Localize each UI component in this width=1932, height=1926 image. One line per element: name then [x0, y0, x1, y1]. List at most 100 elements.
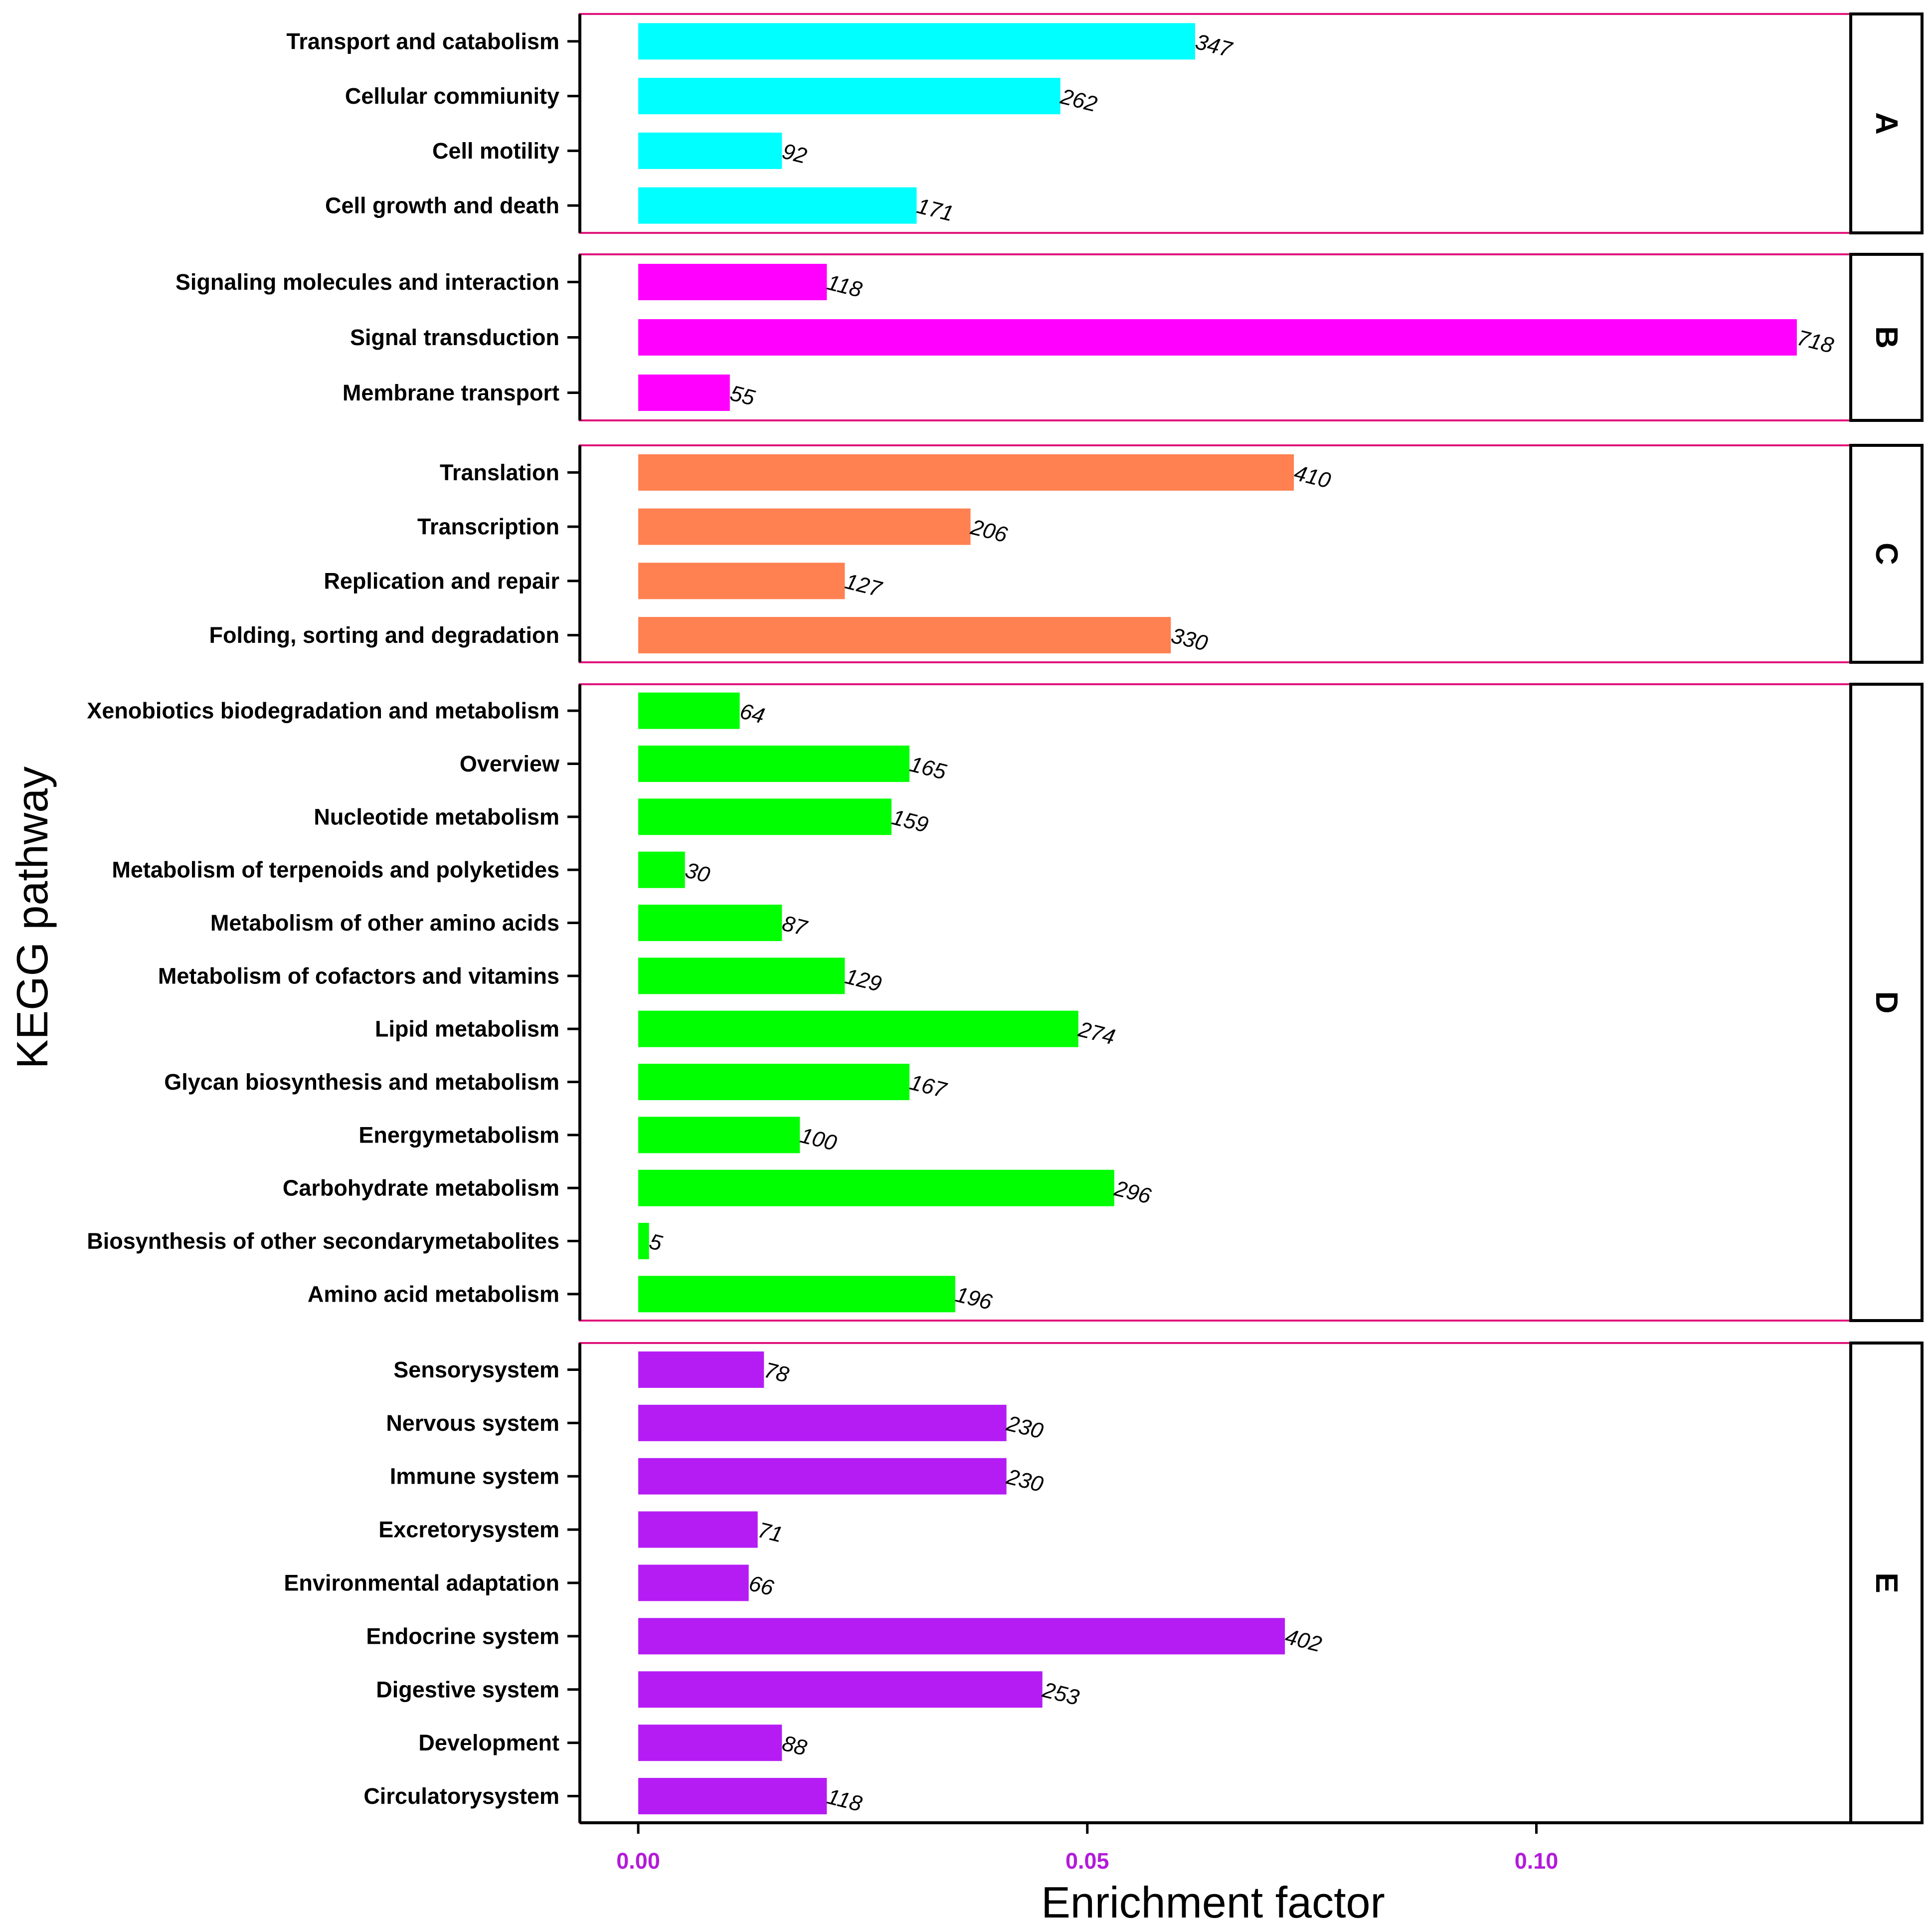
count-label: 55 [727, 381, 757, 411]
x-tick-label: 0.10 [1515, 1848, 1559, 1874]
x-tick-label: 0.00 [616, 1848, 660, 1874]
panel-d: D Xenobiotics biodegradation and metaboli… [87, 683, 1924, 1322]
x-axis-title: Enrichment factor [1041, 1878, 1385, 1926]
count-label: 64 [737, 699, 767, 728]
category-label: Energymetabolism [358, 1122, 559, 1148]
bar [638, 1169, 1114, 1206]
bar [638, 375, 730, 411]
bar [638, 1117, 800, 1154]
category-label: Nervous system [386, 1410, 559, 1436]
category-label: Endocrine system [366, 1623, 559, 1649]
category-label: Biosynthesis of other secondarymetabolit… [87, 1228, 559, 1254]
count-label: 129 [843, 964, 884, 996]
bar [638, 746, 910, 782]
count-label: 206 [968, 515, 1010, 548]
facet-strip [1849, 253, 1924, 422]
facet-strip [1849, 444, 1924, 664]
count-label: 71 [755, 1518, 785, 1547]
count-label: 5 [647, 1229, 665, 1256]
category-label: Replication and repair [324, 568, 559, 593]
bar [638, 1223, 649, 1259]
bar [638, 1725, 782, 1761]
category-label: Sensorysystem [393, 1357, 559, 1382]
bar [638, 905, 782, 941]
category-label: Cell growth and death [325, 193, 559, 218]
bar [638, 692, 740, 729]
facet-strip-label: C [1869, 543, 1904, 565]
x-tick-label: 0.05 [1065, 1848, 1109, 1874]
category-label: Nucleotide metabolism [314, 804, 559, 829]
count-label: 118 [825, 270, 865, 303]
facet-strip-label: E [1869, 1572, 1904, 1593]
category-label: Transport and catabolism [286, 28, 559, 54]
bar [638, 563, 845, 599]
count-label: 118 [825, 1784, 865, 1817]
facet-strip-label: A [1869, 112, 1904, 135]
category-label: Folding, sorting and degradation [209, 622, 559, 648]
bar [638, 798, 892, 835]
category-label: Amino acid metabolism [308, 1281, 559, 1307]
facet-strip [1849, 12, 1924, 234]
count-label: 230 [1004, 1464, 1046, 1497]
bar [638, 23, 1195, 60]
count-label: 330 [1169, 623, 1211, 656]
category-label: Membrane transport [343, 380, 559, 405]
category-label: Translation [440, 460, 559, 485]
count-label: 253 [1040, 1678, 1082, 1711]
category-label: Signal transduction [350, 325, 559, 350]
bar [638, 1404, 1007, 1441]
panel-c: C Translation 410 Transcription 206 Replicati… [209, 444, 1924, 664]
facet-strip [1849, 683, 1924, 1322]
count-label: 92 [780, 139, 809, 169]
facet-strip [1849, 1342, 1924, 1824]
category-label: Transcription [417, 514, 559, 540]
bar [638, 958, 845, 994]
panels: A Transport and catabolism 347 Cellular com… [87, 12, 1924, 1824]
count-label: 196 [953, 1282, 995, 1315]
count-label: 274 [1075, 1017, 1117, 1050]
category-label: Lipid metabolism [375, 1016, 559, 1042]
count-label: 347 [1193, 29, 1235, 62]
category-label: Carbohydrate metabolism [283, 1175, 559, 1201]
count-label: 66 [746, 1571, 776, 1601]
y-axis-title: KEGG pathway [7, 767, 57, 1069]
category-label: Cellular commiunity [345, 83, 559, 109]
category-label: Digestive system [376, 1677, 559, 1702]
facet-strip-label: B [1869, 326, 1904, 349]
category-label: Overview [460, 751, 560, 776]
bar [638, 78, 1060, 115]
bar [638, 1276, 955, 1313]
bar [638, 319, 1797, 356]
bar [638, 1511, 758, 1548]
count-label: 127 [843, 569, 885, 602]
category-label: Signaling molecules and interaction [176, 269, 559, 295]
panel-b: B Signaling molecules and interaction 118 S… [176, 253, 1924, 422]
category-label: Environmental adaptation [284, 1570, 559, 1596]
count-label: 718 [1794, 326, 1836, 358]
bar [638, 508, 971, 545]
count-label: 30 [683, 858, 712, 888]
category-label: Cell motility [432, 138, 559, 164]
count-label: 410 [1292, 461, 1334, 493]
count-label: 87 [780, 911, 810, 941]
category-label: Metabolism of other amino acids [210, 910, 559, 936]
category-label: Circulatorysystem [363, 1783, 559, 1809]
category-label: Glycan biosynthesis and metabolism [164, 1069, 559, 1095]
bar [638, 617, 1171, 654]
count-label: 262 [1057, 84, 1099, 117]
bar [638, 851, 685, 888]
bar [638, 1010, 1078, 1047]
category-label: Metabolism of terpenoids and polyketides [112, 857, 559, 883]
category-label: Metabolism of cofactors and vitamins [158, 963, 559, 988]
bar [638, 187, 917, 224]
bar [638, 454, 1294, 491]
count-label: 165 [907, 752, 949, 784]
bar [638, 264, 827, 300]
bar [638, 132, 782, 169]
count-label: 230 [1004, 1411, 1046, 1444]
count-label: 88 [780, 1731, 810, 1761]
count-label: 171 [914, 193, 956, 226]
bar [638, 1564, 749, 1601]
category-label: Xenobiotics biodegradation and metabolis… [87, 698, 559, 724]
